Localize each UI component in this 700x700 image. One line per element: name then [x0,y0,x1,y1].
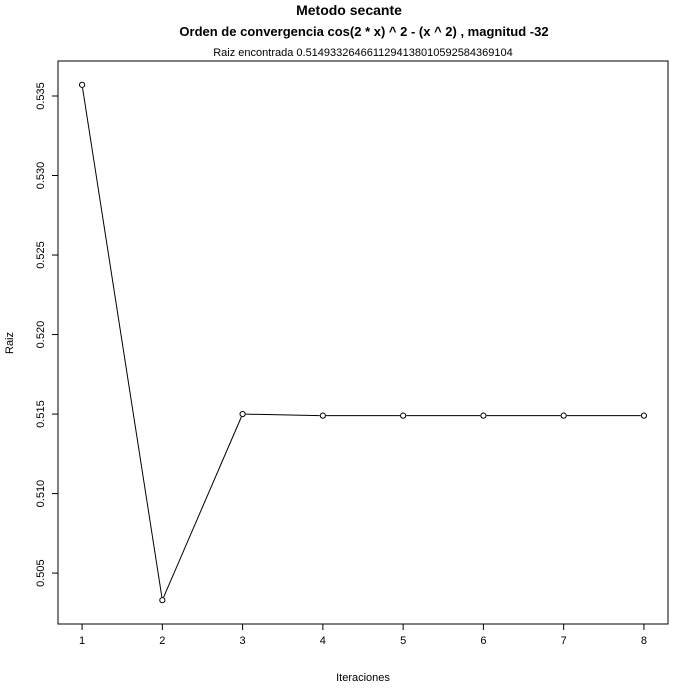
root-annotation: Raiz encontrada 0.5149332646611294138010… [213,47,513,59]
y-tick-label: 0.535 [35,82,47,110]
x-tick-label: 3 [240,635,246,647]
data-point [560,412,567,419]
x-tick-label: 7 [561,635,567,647]
x-axis: 1 2 3 4 5 6 7 8 [79,624,647,647]
x-tick-label: 2 [159,635,165,647]
y-tick-label: 0.520 [35,321,47,349]
data-point [239,410,246,418]
y-axis-label: Raiz [4,332,16,354]
data-point [159,597,166,604]
y-tick-label: 0.530 [35,162,47,190]
x-axis-label: Iteraciones [336,672,390,684]
x-tick-label: 4 [320,635,326,647]
series [78,81,648,604]
y-tick-label: 0.510 [35,480,47,508]
plot-frame [57,60,669,625]
x-tick-label: 5 [400,635,406,647]
data-point [78,81,86,88]
chart-title: Metodo secante [296,2,402,18]
data-point [640,412,648,419]
series-line-segment [245,413,320,417]
data-point [400,412,407,419]
series-line-segment [163,416,242,598]
y-tick-label: 0.515 [35,400,47,428]
x-tick-label: 1 [79,635,85,647]
data-point [319,412,326,419]
series-line-segment [82,87,163,598]
x-tick-label: 6 [480,635,486,647]
y-tick-label: 0.525 [35,241,47,269]
y-axis: 0.505 0.510 0.515 0.520 0.525 0.530 0.535 [35,82,58,587]
x-tick-label: 8 [641,635,647,647]
y-tick-label: 0.505 [35,559,47,587]
chart-subtitle: Orden de convergencia cos(2 * x) ^ 2 - (… [179,24,548,39]
data-point [480,412,487,419]
